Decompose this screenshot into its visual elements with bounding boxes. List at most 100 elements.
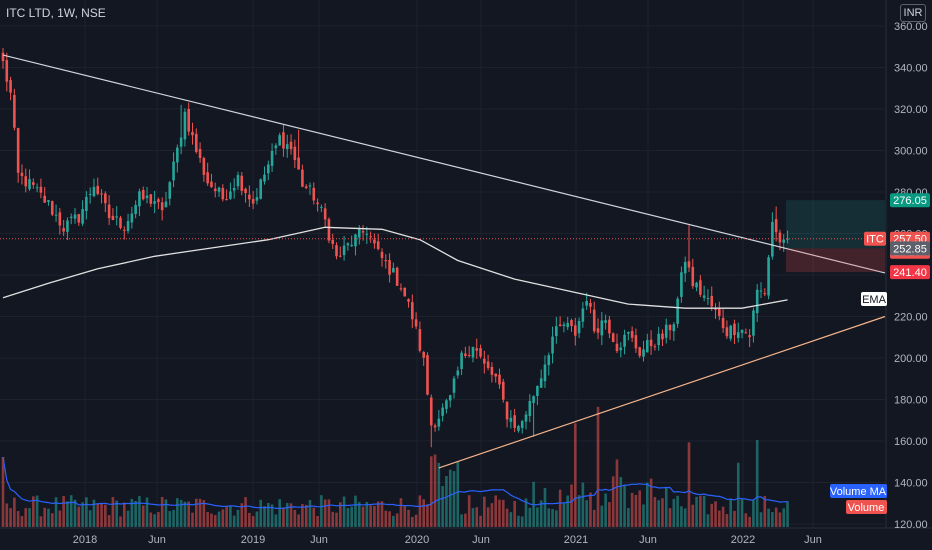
candle-body — [58, 212, 62, 226]
volume-bar — [365, 501, 369, 527]
candle-body — [141, 189, 145, 200]
volume-bar — [426, 504, 429, 527]
volume-bar — [596, 406, 600, 527]
target-price-label: 276.05 — [893, 195, 927, 207]
volume-bar — [9, 508, 12, 527]
volume-bar — [718, 510, 721, 527]
volume-bar — [778, 512, 782, 527]
candle-body — [763, 293, 767, 295]
candle-body — [39, 186, 43, 193]
volume-bar — [649, 478, 653, 527]
stop-zone[interactable] — [786, 248, 885, 273]
volume-ma-label[interactable]: Volume MA — [830, 486, 887, 498]
volume-bar — [202, 500, 206, 527]
candle-body — [210, 181, 213, 188]
volume-bar — [267, 502, 270, 527]
volume-bar — [422, 499, 425, 527]
volume-bar — [657, 500, 660, 527]
candle-body — [24, 176, 28, 187]
volume-bar — [581, 482, 585, 527]
volume-bar — [157, 512, 160, 527]
volume-bar — [471, 508, 475, 527]
candle-body — [539, 378, 543, 388]
volume-bar — [392, 515, 395, 527]
volume-bar — [217, 511, 221, 527]
volume-bar — [316, 516, 319, 527]
y-tick-label: 220.00 — [894, 312, 928, 324]
volume-bar — [369, 505, 372, 527]
volume-bar — [494, 495, 497, 527]
candle-body — [35, 187, 39, 189]
volume-bar — [111, 496, 115, 527]
volume-bar — [608, 502, 611, 527]
volume-bar — [229, 506, 232, 527]
candle-body — [596, 328, 600, 333]
candle-body — [111, 215, 115, 221]
support-trendline[interactable] — [438, 315, 886, 469]
candle-body — [467, 354, 471, 356]
volume-bar — [376, 501, 380, 527]
volume-bar — [100, 503, 103, 527]
volume-label[interactable]: Volume — [848, 502, 885, 514]
candle-body — [483, 358, 486, 364]
volume-bar — [619, 477, 623, 527]
ema-label[interactable]: EMA — [862, 294, 887, 306]
volume-bar — [172, 509, 175, 527]
candle-body — [331, 239, 335, 244]
volume-bar — [551, 508, 554, 527]
volume-bar — [407, 509, 410, 527]
candle-body — [187, 109, 191, 132]
volume-bar — [320, 495, 323, 527]
candle-body — [646, 340, 649, 353]
candle-body — [464, 353, 467, 356]
volume-bar — [24, 508, 28, 527]
candle-body — [562, 324, 566, 327]
candle-body — [301, 169, 304, 187]
candle-body — [623, 334, 626, 347]
volume-bar — [513, 501, 516, 527]
volume-bar — [615, 459, 619, 527]
volume-bar — [342, 496, 346, 527]
volume-bar — [115, 500, 118, 527]
candle-body — [664, 324, 668, 338]
volume-bar — [767, 508, 770, 527]
candle-body — [388, 260, 391, 275]
candle-body — [460, 352, 463, 369]
candle-body — [437, 418, 441, 427]
currency-button[interactable]: INR — [900, 4, 926, 22]
candle-body — [475, 348, 479, 351]
candle-body — [786, 238, 789, 240]
candle-body — [100, 193, 103, 195]
volume-bar — [668, 508, 672, 527]
candle-body — [683, 261, 687, 274]
volume-bar — [695, 496, 698, 527]
candle-body — [755, 289, 759, 314]
volume-bar — [323, 499, 327, 527]
candle-body — [520, 421, 524, 428]
candle-body — [740, 329, 744, 333]
candle-body — [304, 186, 308, 189]
candle-body — [282, 132, 285, 149]
volume-bar — [282, 507, 285, 527]
volume-bar — [16, 511, 20, 527]
candle-body — [513, 415, 516, 428]
candle-body — [244, 188, 247, 194]
volume-bar — [702, 495, 706, 527]
candle-body — [119, 217, 122, 228]
volume-bar — [96, 503, 100, 527]
volume-bar — [130, 498, 134, 527]
resistance-trendline[interactable] — [2, 54, 886, 274]
candle-body — [710, 295, 714, 307]
candle-body — [649, 339, 653, 347]
x-tick-label: Jun — [472, 534, 490, 546]
candle-body — [107, 204, 111, 219]
volume-bar — [373, 505, 376, 527]
candle-body — [198, 148, 202, 158]
volume-bar — [187, 501, 191, 527]
candle-body — [767, 257, 770, 296]
volume-bar — [301, 504, 304, 527]
candle-body — [251, 199, 255, 204]
mid-price-label-bg — [890, 241, 930, 256]
volume-bar — [736, 462, 740, 527]
